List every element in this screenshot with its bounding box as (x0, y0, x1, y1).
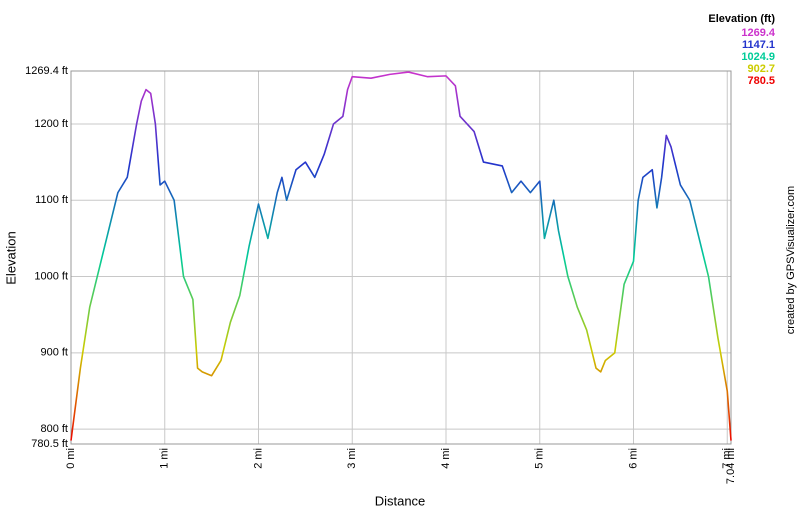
y-tick-label: 1200 ft (34, 118, 68, 130)
legend-entry: 1024.9 (741, 51, 775, 63)
x-axis-title: Distance (375, 493, 426, 508)
y-tick-label: 1000 ft (34, 270, 68, 282)
plot-frame (70, 70, 732, 445)
y-tick-label: 800 ft (40, 423, 68, 435)
y-tick-label: 780.5 ft (31, 438, 68, 450)
x-tick-label: 5 mi (534, 448, 546, 469)
x-tick-label: 2 mi (252, 448, 264, 469)
x-tick-label: 3 mi (346, 448, 358, 469)
x-tick-label: 0 mi (65, 448, 77, 469)
y-tick-label: 1269.4 ft (25, 65, 68, 77)
x-tick-label: 7.04 mi (725, 448, 737, 484)
x-tick-label: 7 mi (721, 448, 733, 469)
legend-entry: 780.5 (747, 75, 775, 87)
y-axis-title: Elevation (3, 231, 18, 284)
elevation-line (70, 71, 732, 441)
legend-title: Elevation (ft) (708, 13, 775, 25)
credit: created by GPSVisualizer.com (785, 186, 797, 334)
x-tick-label: 1 mi (159, 448, 171, 469)
legend-entry: 902.7 (747, 63, 775, 75)
y-tick-label: 900 ft (40, 347, 68, 359)
x-tick-label: 6 mi (627, 448, 639, 469)
y-tick-label: 1100 ft (35, 194, 68, 206)
legend-entry: 1147.1 (742, 39, 775, 51)
legend-entry: 1269.4 (741, 27, 776, 39)
x-tick-label: 4 mi (440, 448, 452, 469)
